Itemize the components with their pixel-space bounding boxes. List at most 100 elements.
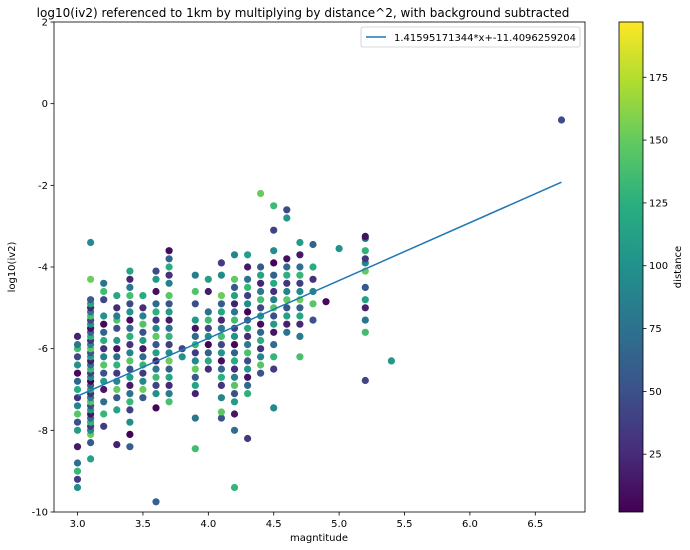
scatter-point xyxy=(230,390,239,398)
scatter-point xyxy=(139,320,147,328)
scatter-point xyxy=(387,357,395,365)
scatter-point xyxy=(100,422,108,430)
scatter-point xyxy=(165,279,173,287)
x-tick-label: 3.5 xyxy=(135,519,151,530)
scatter-point xyxy=(100,296,108,304)
scatter-point xyxy=(270,279,278,287)
scatter-point xyxy=(73,410,82,418)
scatter-point xyxy=(73,332,82,340)
colorbar-tick-label: 125 xyxy=(649,198,668,209)
scatter-point xyxy=(126,418,134,426)
scatter-point xyxy=(557,116,566,124)
scatter-point xyxy=(204,287,212,296)
scatter-point xyxy=(126,332,134,340)
scatter-point xyxy=(257,189,265,198)
scatter-point xyxy=(270,312,278,320)
scatter-point xyxy=(204,275,212,283)
y-axis-label: log10(iv2) xyxy=(7,241,18,292)
scatter-point xyxy=(230,349,239,357)
scatter-point xyxy=(361,316,369,324)
scatter-point xyxy=(100,320,108,328)
scatter-point xyxy=(244,308,252,316)
scatter-point xyxy=(126,357,134,365)
scatter-point xyxy=(73,483,82,492)
scatter-point xyxy=(230,251,239,259)
scatter-point xyxy=(361,328,369,336)
scatter-point xyxy=(191,373,199,381)
scatter-point xyxy=(244,381,252,389)
legend: 1.41595171344*x+-11.4096259204 xyxy=(360,26,581,48)
scatter-point xyxy=(230,365,239,373)
y-tick-label: -2 xyxy=(38,181,48,192)
x-tick-label: 5.5 xyxy=(397,519,413,530)
y-tick-label: -8 xyxy=(38,426,48,437)
scatter-point xyxy=(191,445,199,453)
scatter-point xyxy=(113,304,121,312)
scatter-point xyxy=(204,324,212,332)
scatter-point xyxy=(191,287,199,296)
scatter-point xyxy=(126,365,134,373)
scatter-point xyxy=(126,390,134,398)
scatter-point xyxy=(257,287,265,296)
x-tick-label: 6.0 xyxy=(462,519,478,530)
scatter-point xyxy=(270,320,278,328)
colorbar-tick-label: 175 xyxy=(649,73,668,84)
scatter-point xyxy=(296,238,304,247)
scatter-point xyxy=(296,287,304,296)
scatter-point xyxy=(230,398,239,406)
scatter-point xyxy=(217,414,225,422)
scatter-point xyxy=(165,324,173,332)
scatter-point xyxy=(309,240,317,249)
scatter-point xyxy=(257,369,265,377)
scatter-point xyxy=(296,353,304,361)
scatter-point xyxy=(139,377,147,385)
scatter-point xyxy=(100,361,108,369)
scatter-point xyxy=(152,365,160,373)
scatter-point xyxy=(126,316,134,324)
colorbar-label: distance xyxy=(673,246,684,288)
y-tick-label: -4 xyxy=(38,263,48,274)
colorbar-tick-label: 100 xyxy=(649,261,668,272)
scatter-point xyxy=(244,357,252,365)
scatter-point xyxy=(165,373,173,381)
scatter-point xyxy=(270,259,278,267)
scatter-point xyxy=(270,353,278,361)
scatter-point xyxy=(152,324,160,332)
scatter-point xyxy=(230,283,239,291)
scatter-point xyxy=(283,255,291,263)
scatter-point xyxy=(139,345,147,353)
scatter-point xyxy=(230,410,239,418)
scatter-point xyxy=(100,398,108,406)
scatter-point xyxy=(87,455,95,463)
scatter-point xyxy=(152,381,160,389)
scatter-point xyxy=(230,483,239,492)
y-tick-label: 0 xyxy=(42,99,48,110)
scatter-point xyxy=(270,287,278,296)
scatter-point xyxy=(113,345,121,353)
scatter-point xyxy=(126,267,134,275)
scatter-point xyxy=(152,300,160,308)
colorbar-ticks: 25 50 75 100 125 150 175 xyxy=(643,73,668,461)
scatter-point xyxy=(257,304,265,312)
scatter-point xyxy=(244,300,252,308)
scatter-point xyxy=(152,498,160,506)
scatter-point xyxy=(296,271,304,279)
scatter-point xyxy=(283,287,291,296)
scatter-point xyxy=(152,287,160,296)
scatter-point xyxy=(244,283,252,291)
scatter-point xyxy=(73,361,82,369)
scatter-point xyxy=(283,263,291,271)
fit-line xyxy=(77,181,562,397)
scatter-point xyxy=(217,324,225,332)
scatter-point xyxy=(100,328,108,336)
scatter-point xyxy=(217,316,225,324)
scatter-point xyxy=(309,263,317,271)
scatter-point xyxy=(283,312,291,320)
scatter-point xyxy=(361,247,369,255)
scatter-point xyxy=(152,316,160,324)
x-tick-label: 4.0 xyxy=(200,519,216,530)
scatter-point xyxy=(296,320,304,328)
scatter-point xyxy=(217,381,225,389)
scatter-point xyxy=(296,251,304,259)
scatter-point xyxy=(191,390,199,398)
